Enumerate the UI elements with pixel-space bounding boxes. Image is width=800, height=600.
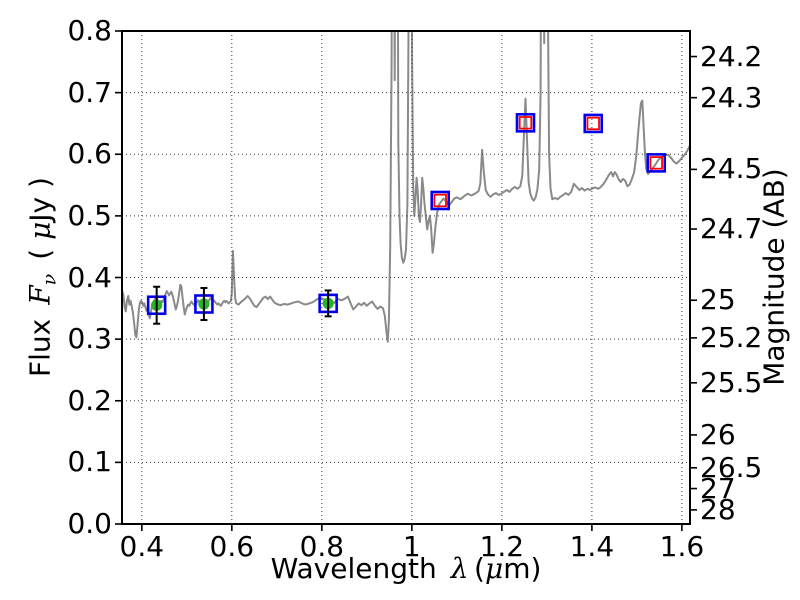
y-left-tick-label: 0.2 bbox=[67, 383, 112, 417]
y-right-tick-label: 25.5 bbox=[700, 365, 763, 399]
red-open-square-marker bbox=[433, 193, 447, 208]
blue-open-square-marker bbox=[515, 113, 536, 133]
x-axis-word: Wavelength bbox=[270, 552, 437, 585]
x-tick-label: 1.2 bbox=[479, 530, 525, 563]
mu-symbol: μ bbox=[484, 552, 504, 585]
y-left-axis-label: Flux Fν ( μJy ) bbox=[23, 177, 61, 377]
y-right-tick-label: 26.5 bbox=[700, 450, 763, 484]
x-axis-label: Wavelength λ (μm) bbox=[270, 552, 542, 585]
mu-symbol-flux: μ bbox=[23, 221, 57, 240]
red-open-square-marker bbox=[586, 116, 600, 131]
axes-spines bbox=[121, 30, 691, 525]
y-right-tick-label: 24.5 bbox=[700, 152, 763, 186]
photometry-markers bbox=[146, 113, 667, 325]
y-right-axis-label: Magnitude (AB) bbox=[757, 168, 791, 386]
y-left-tick-label: 0.4 bbox=[67, 260, 112, 294]
error-bar bbox=[153, 285, 161, 325]
y-left-tick-label: 0.1 bbox=[67, 445, 112, 479]
y-right-tick-label: 26 bbox=[700, 417, 736, 451]
x-tick-label: 1.4 bbox=[569, 530, 615, 563]
y-left-tick-label: 0.0 bbox=[67, 507, 112, 540]
blue-open-square-marker bbox=[430, 190, 451, 211]
y-right-tick-label: 25 bbox=[700, 283, 736, 317]
y-left-tick-label: 0.5 bbox=[67, 198, 112, 232]
blue-open-square-marker bbox=[646, 153, 667, 173]
y-right-tick-label: 28 bbox=[700, 492, 736, 526]
x-tick-label: 0.8 bbox=[299, 530, 345, 563]
blue-open-square-marker bbox=[583, 113, 604, 134]
y-right-tick-label: 27 bbox=[700, 471, 736, 505]
y-right-tick-label: 25.2 bbox=[700, 320, 763, 354]
y-right-tick-label: 24.2 bbox=[700, 39, 763, 73]
red-open-square-marker bbox=[649, 156, 663, 170]
error-bar bbox=[324, 289, 332, 318]
flux-symbol: F bbox=[23, 285, 57, 305]
y-right-tick-label: 24.3 bbox=[700, 80, 763, 114]
x-tick-label: 1.6 bbox=[659, 530, 705, 563]
y-left-tick-label: 0.3 bbox=[67, 322, 112, 356]
flux-word: Flux bbox=[23, 318, 57, 377]
y-right-tick-label: 24.7 bbox=[700, 212, 763, 246]
spectrum-line bbox=[122, 31, 690, 343]
error-bar bbox=[200, 286, 208, 322]
nu-subscript: ν bbox=[38, 273, 61, 286]
x-tick-label: 0.4 bbox=[119, 530, 165, 563]
gridlines bbox=[122, 30, 690, 525]
y-left-tick-label: 0.8 bbox=[67, 14, 112, 47]
red-open-square-marker bbox=[518, 116, 533, 130]
tick-marks bbox=[115, 30, 697, 531]
lambda-symbol: λ bbox=[450, 552, 469, 585]
y-left-tick-label: 0.7 bbox=[67, 75, 112, 109]
x-tick-label: 1 bbox=[402, 530, 421, 563]
y-left-tick-label: 0.6 bbox=[67, 137, 112, 171]
x-tick-label: 0.6 bbox=[209, 530, 255, 563]
